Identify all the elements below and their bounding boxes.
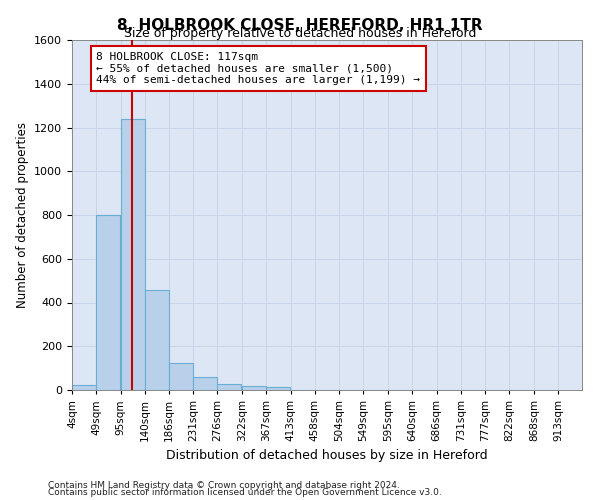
Text: 8, HOLBROOK CLOSE, HEREFORD, HR1 1TR: 8, HOLBROOK CLOSE, HEREFORD, HR1 1TR (117, 18, 483, 32)
Bar (193, 378, 217, 390)
Text: Size of property relative to detached houses in Hereford: Size of property relative to detached ho… (124, 28, 476, 40)
Bar (266, 388, 290, 390)
Bar (217, 384, 241, 390)
Bar (169, 362, 193, 390)
Text: 8 HOLBROOK CLOSE: 117sqm
← 55% of detached houses are smaller (1,500)
44% of sem: 8 HOLBROOK CLOSE: 117sqm ← 55% of detach… (96, 52, 420, 85)
Bar (242, 386, 266, 390)
Bar (145, 290, 169, 390)
Text: Contains HM Land Registry data © Crown copyright and database right 2024.: Contains HM Land Registry data © Crown c… (48, 480, 400, 490)
Text: Contains public sector information licensed under the Open Government Licence v3: Contains public sector information licen… (48, 488, 442, 497)
Bar (72, 384, 96, 390)
Y-axis label: Number of detached properties: Number of detached properties (16, 122, 29, 308)
Bar (96, 215, 120, 390)
Bar (121, 119, 145, 390)
X-axis label: Distribution of detached houses by size in Hereford: Distribution of detached houses by size … (166, 450, 488, 462)
